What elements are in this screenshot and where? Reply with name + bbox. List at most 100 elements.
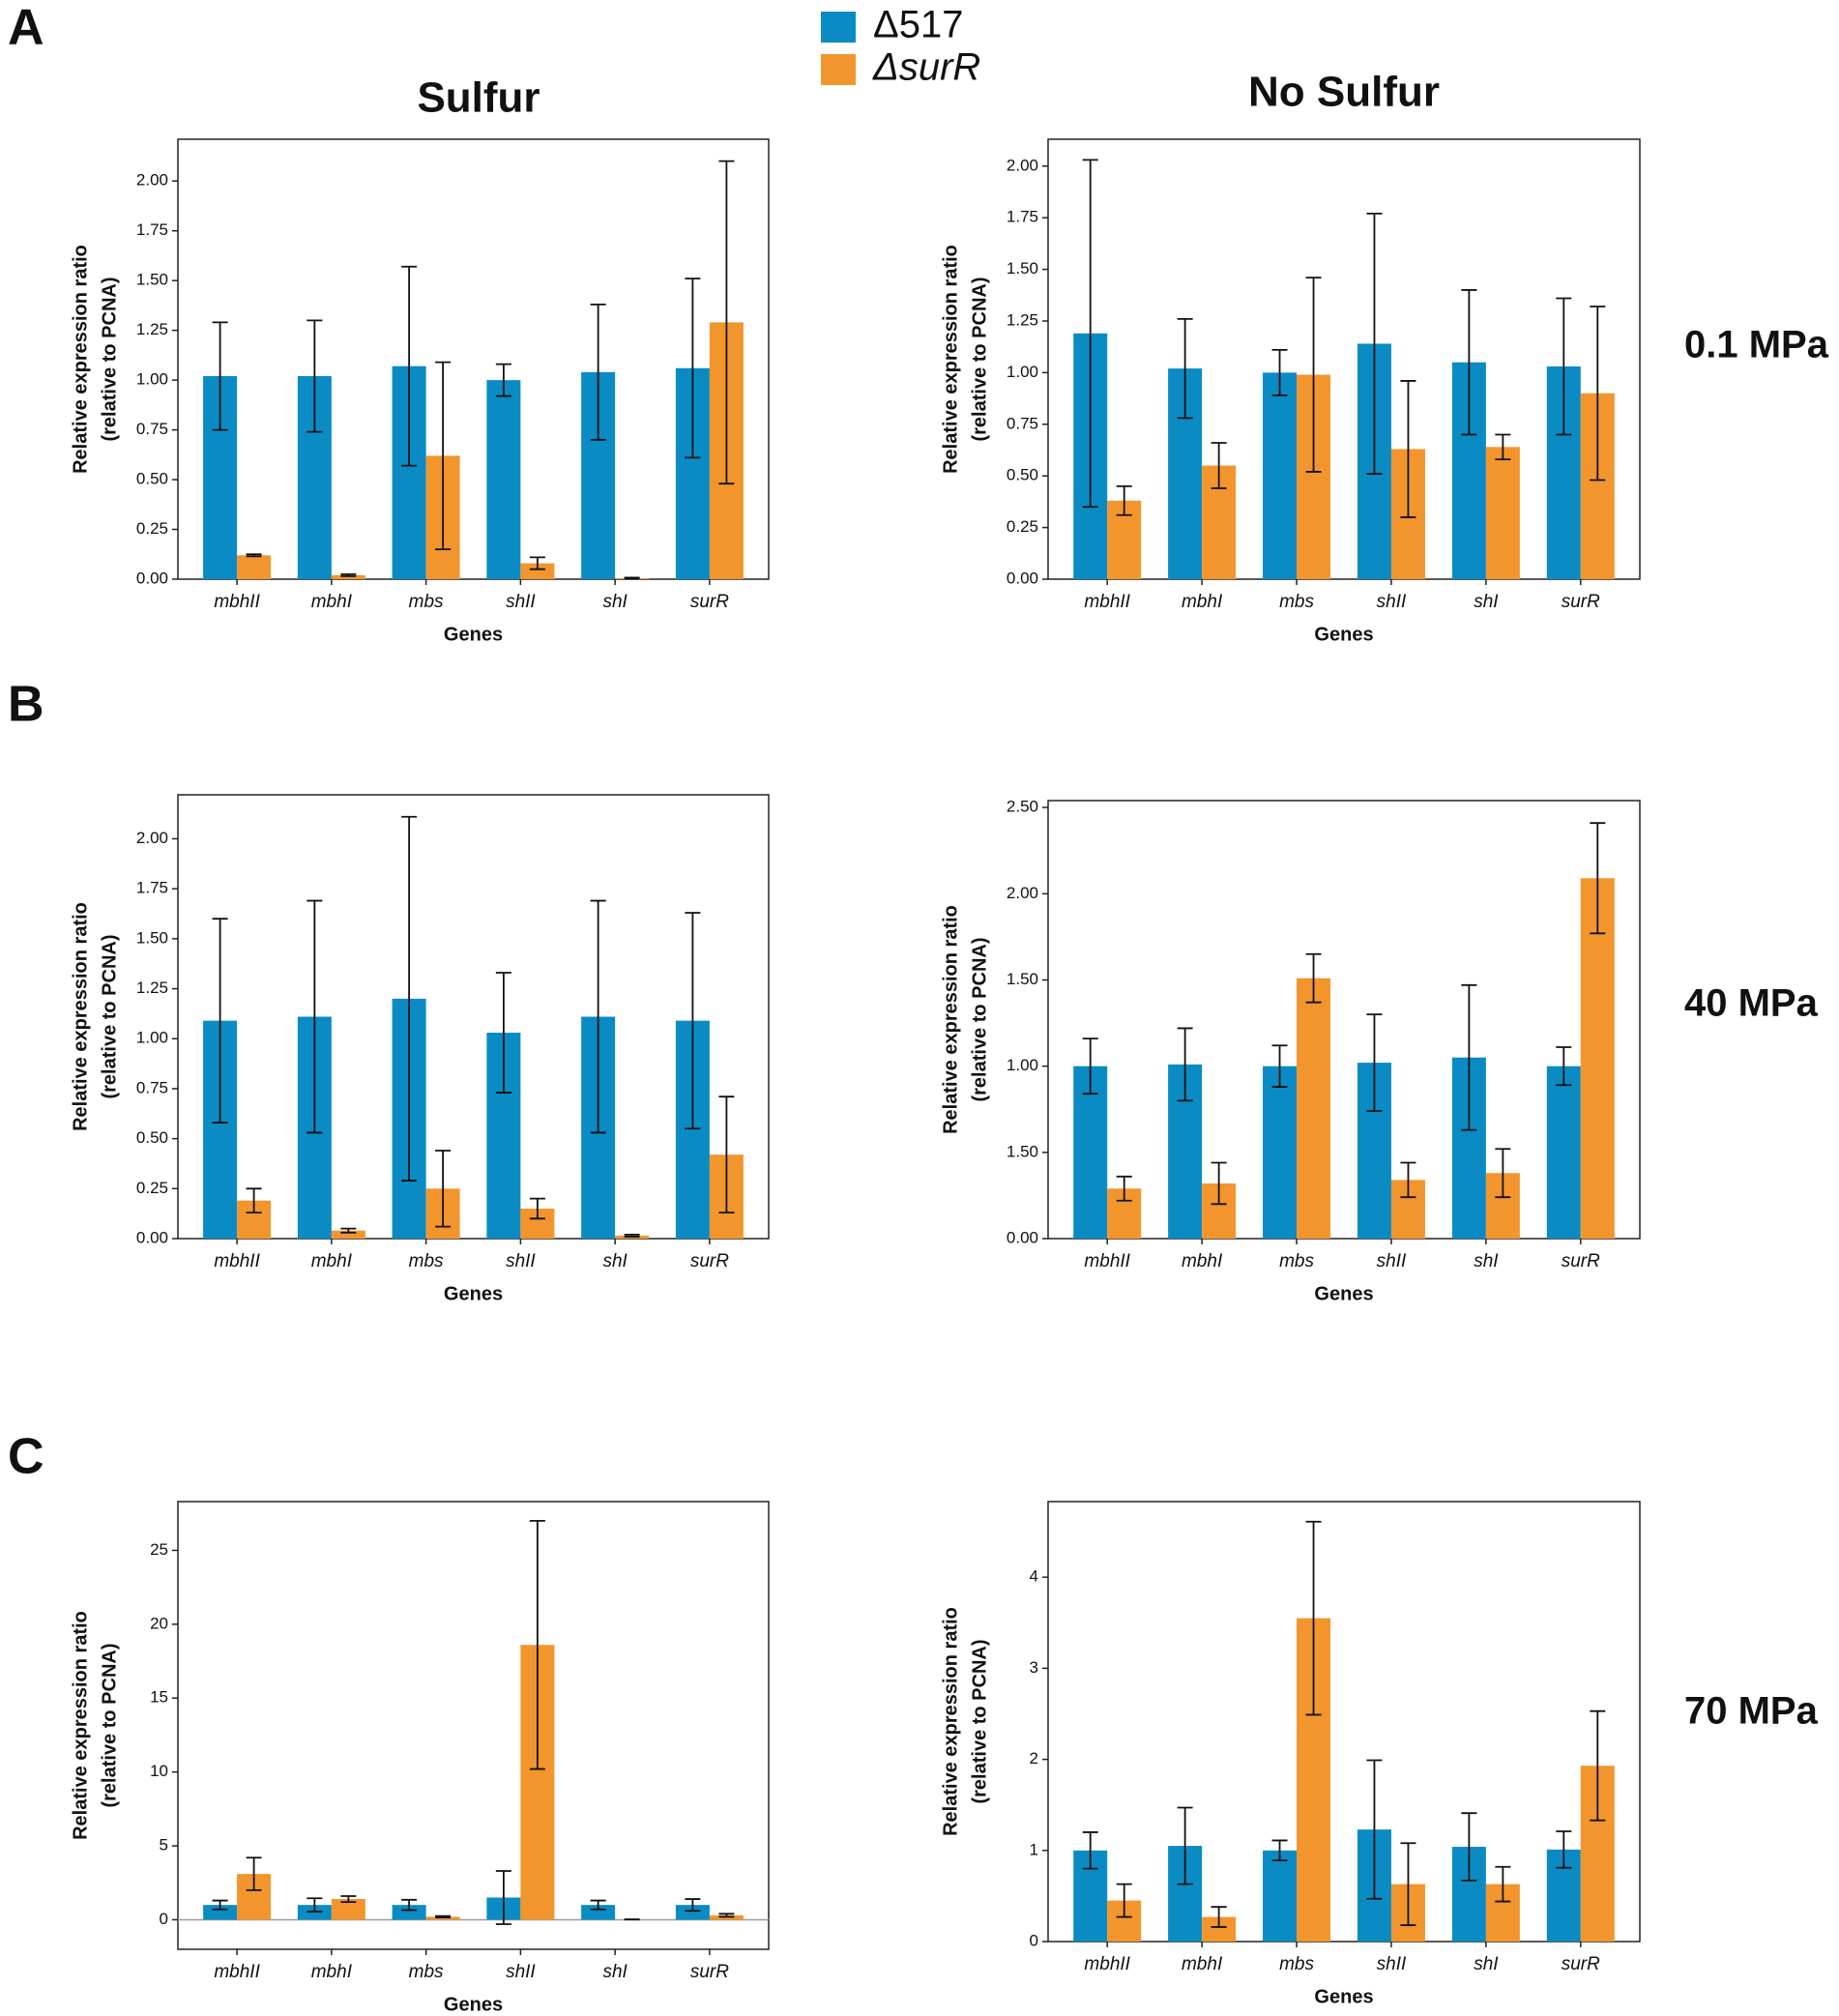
x-tick-label: shII (1377, 1954, 1407, 1974)
x-tick-label: mbhI (1182, 1954, 1223, 1974)
x-tick-label: mbs (409, 1962, 444, 1982)
y-tick-label: 0 (160, 1910, 168, 1928)
y-tick-label: 1.50 (136, 271, 168, 289)
error-bar (685, 278, 701, 459)
y-tick-label: 2.00 (1007, 156, 1038, 174)
x-tick-label: surR (690, 1962, 729, 1982)
y-tick-label: 1.25 (136, 979, 168, 997)
y-tick-label: 0.75 (136, 420, 168, 438)
y-tick-label: 0.25 (1007, 517, 1038, 536)
error-bar (1305, 1520, 1322, 1716)
y-tick-label: 0.00 (1007, 1228, 1038, 1246)
y-tick-label: 1.75 (136, 879, 168, 897)
x-axis-label: Genes (1314, 624, 1373, 645)
error-bar (1461, 1812, 1477, 1882)
error-bar (1116, 484, 1132, 516)
error-bar (1082, 1831, 1098, 1870)
y-tick-label: 15 (150, 1688, 168, 1707)
x-tick-label: surR (1562, 1954, 1600, 1974)
error-bar (212, 321, 228, 431)
x-tick-label: mbhI (311, 1962, 353, 1982)
error-bar (1366, 1759, 1383, 1900)
x-tick-label: shI (1474, 1251, 1499, 1271)
bar (581, 1905, 616, 1920)
y-tick-label: 1.75 (1007, 208, 1038, 226)
x-tick-label: mbhII (1084, 1251, 1130, 1271)
error-bar (1556, 1046, 1572, 1087)
x-axis-label: Genes (444, 1994, 503, 2015)
y-tick-label: 20 (150, 1614, 168, 1632)
error-bar (624, 1233, 640, 1238)
y-tick-label: 0.00 (136, 569, 168, 587)
row-label: 40 MPa (1684, 982, 1819, 1025)
x-tick-label: mbhII (1084, 1954, 1130, 1974)
error-bar (1556, 297, 1572, 436)
y-tick-label: 2.00 (136, 171, 168, 190)
error-bar (590, 303, 606, 441)
error-bar (718, 160, 735, 485)
error-bar (246, 1856, 262, 1891)
y-tick-label: 2.50 (1007, 798, 1038, 816)
error-bar (340, 572, 357, 577)
error-bar (1271, 348, 1288, 396)
error-bar (1400, 1161, 1416, 1199)
y-tick-label: 2 (1030, 1749, 1038, 1768)
plot-frame (1047, 800, 1641, 1240)
x-tick-label: mbhI (311, 1251, 353, 1271)
y-tick-label: 1.50 (1007, 1142, 1038, 1160)
x-tick-label: surR (1562, 1251, 1600, 1271)
y-axis-label: (relative to PCNA) (969, 1639, 990, 1803)
error-bar (1305, 277, 1322, 473)
chart: 0.00 0.25 0.50 0.75 1.00 1.25 1.50 1.75 2.00 mbhI… (940, 138, 1641, 645)
y-tick-label: 0.50 (1007, 466, 1038, 484)
x-tick-label: shII (506, 1251, 536, 1271)
y-tick-label: 0.00 (1007, 569, 1038, 587)
error-bar (1495, 1148, 1511, 1199)
error-bar (718, 1096, 735, 1214)
column-title: Sulfur (417, 74, 540, 122)
column-title: No Sulfur (1248, 69, 1440, 116)
y-tick-label: 0.25 (136, 519, 168, 538)
plot-frame (177, 794, 770, 1240)
legend-swatch (821, 54, 856, 85)
error-bar (306, 319, 323, 433)
error-bar (495, 1870, 511, 1925)
chart: 0 1 2 3 4 mbhII mbhI mbs shII shI surR Genes Relativ… (940, 1501, 1641, 2007)
chart: 0 5 10 15 20 25 mbhII mbhI mbs shII shI surR Genes Re… (70, 1501, 770, 2015)
y-axis-label: (relative to PCNA) (969, 937, 990, 1101)
y-tick-label: 4 (1030, 1567, 1038, 1586)
bar (392, 1905, 426, 1920)
x-axis-label: Genes (444, 1283, 503, 1304)
x-tick-label: shI (602, 1962, 628, 1982)
y-tick-label: 25 (150, 1540, 168, 1559)
panel-letter: C (8, 1429, 44, 1485)
x-tick-label: shII (506, 1962, 536, 1982)
error-bar (246, 1187, 262, 1214)
bar (331, 1230, 365, 1239)
error-bar (340, 1227, 357, 1234)
error-bar (1305, 952, 1322, 1004)
y-tick-label: 1.50 (136, 928, 168, 947)
bar (1073, 1066, 1108, 1239)
bar (331, 574, 365, 579)
y-axis-label: (relative to PCNA) (99, 1643, 120, 1807)
error-bar (1366, 213, 1383, 475)
y-axis-label: (relative to PCNA) (99, 277, 120, 441)
y-tick-label: 0.75 (136, 1078, 168, 1096)
error-bar (1590, 822, 1606, 935)
bar (1263, 372, 1298, 579)
y-tick-label: 10 (150, 1762, 168, 1780)
x-tick-label: mbhI (311, 592, 353, 612)
y-tick-label: 1.00 (1007, 1056, 1038, 1074)
error-bar (495, 363, 511, 397)
x-tick-label: shII (1377, 592, 1407, 612)
y-tick-label: 1.00 (1007, 363, 1038, 381)
bar (1263, 1850, 1298, 1942)
plot-frame (1047, 138, 1641, 580)
error-bar (1082, 1037, 1098, 1096)
error-bar (246, 553, 262, 558)
error-bar (590, 1899, 606, 1911)
error-bar (624, 576, 640, 580)
error-bar (529, 1519, 545, 1770)
error-bar (212, 918, 228, 1124)
